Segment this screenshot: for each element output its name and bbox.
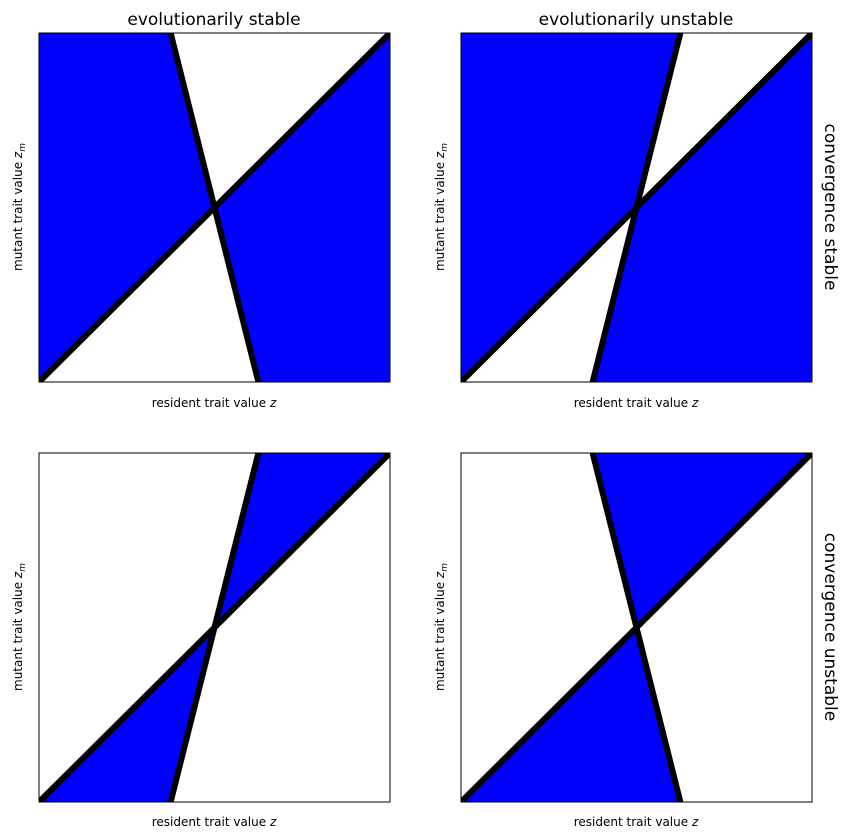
invasion-region-0: [461, 33, 681, 382]
x-axis-label: resident trait value z: [152, 396, 277, 410]
x-axis-label: resident trait value z: [574, 396, 699, 410]
axes-frame: [38, 452, 391, 803]
axes-frame: [460, 452, 813, 803]
isocline-line: [589, 453, 684, 802]
panel-unstable-convstable: [460, 32, 813, 383]
y-axis-label: mutant trait value zm: [11, 143, 28, 271]
panel-unstable-convunstable: [460, 452, 813, 803]
y-axis-label: mutant trait value zm: [433, 143, 450, 271]
invasion-region-1: [214, 33, 390, 382]
axes-frame: [460, 32, 813, 383]
column-title-stable: evolutionarily stable: [127, 10, 300, 30]
row-label-convergence-unstable: convergence unstable: [820, 533, 840, 721]
panel-stable-convstable: [38, 32, 391, 383]
isocline-line: [167, 453, 262, 802]
row-label-convergence-stable: convergence stable: [820, 124, 840, 291]
invasion-region-1: [461, 627, 681, 802]
column-title-unstable: evolutionarily unstable: [539, 10, 734, 30]
isocline-line: [167, 33, 262, 382]
panel-stable-convunstable: [38, 452, 391, 803]
x-axis-label: resident trait value z: [574, 815, 699, 829]
invasion-region-0: [39, 33, 215, 382]
y-axis-label: mutant trait value zm: [433, 563, 450, 691]
axes-frame: [38, 32, 391, 383]
y-axis-label: mutant trait value zm: [11, 563, 28, 691]
isocline-line: [589, 33, 684, 382]
invasion-region-1: [592, 33, 812, 382]
invasion-region-0: [592, 453, 812, 628]
x-axis-label: resident trait value z: [152, 815, 277, 829]
